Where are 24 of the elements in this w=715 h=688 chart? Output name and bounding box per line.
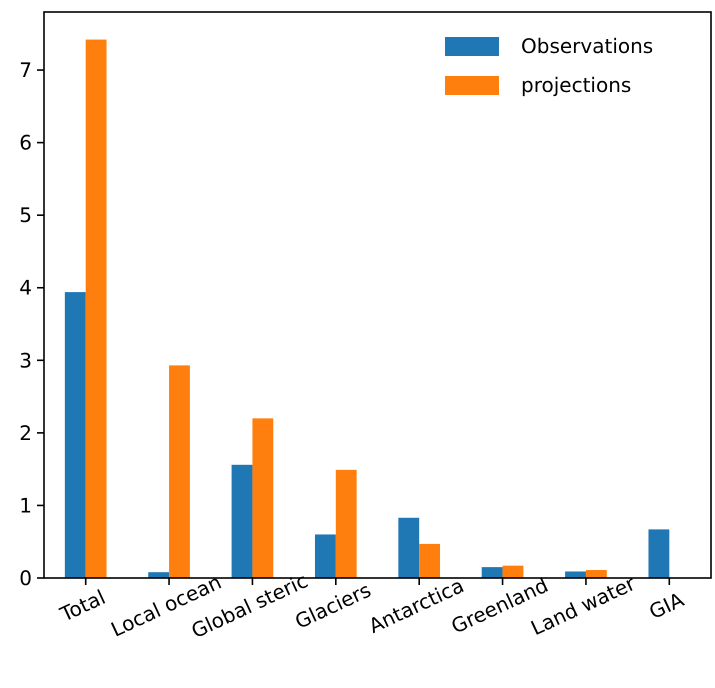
y-tick-label: 3 — [19, 348, 32, 372]
bar — [86, 40, 107, 578]
bar — [336, 470, 357, 578]
y-tick-label: 2 — [19, 420, 32, 445]
y-tick-label: 7 — [19, 58, 32, 82]
legend-label: projections — [521, 73, 632, 97]
bar — [482, 567, 503, 578]
bar — [232, 464, 252, 578]
bar — [398, 518, 420, 578]
bar — [252, 418, 274, 578]
y-tick-label: 4 — [19, 276, 32, 300]
x-tick-label: GIA — [645, 587, 688, 624]
bar — [64, 292, 86, 578]
y-tick-label: 0 — [19, 566, 32, 590]
legend-label: Observations — [521, 34, 654, 58]
bar — [314, 534, 336, 578]
y-tick-label: 1 — [19, 493, 32, 518]
x-tick-label: Total — [56, 584, 109, 627]
bar — [169, 365, 190, 578]
y-tick-label: 6 — [19, 130, 32, 155]
bar — [648, 529, 670, 578]
bar — [502, 566, 524, 578]
y-tick-label: 5 — [19, 203, 32, 228]
bar — [419, 544, 440, 578]
